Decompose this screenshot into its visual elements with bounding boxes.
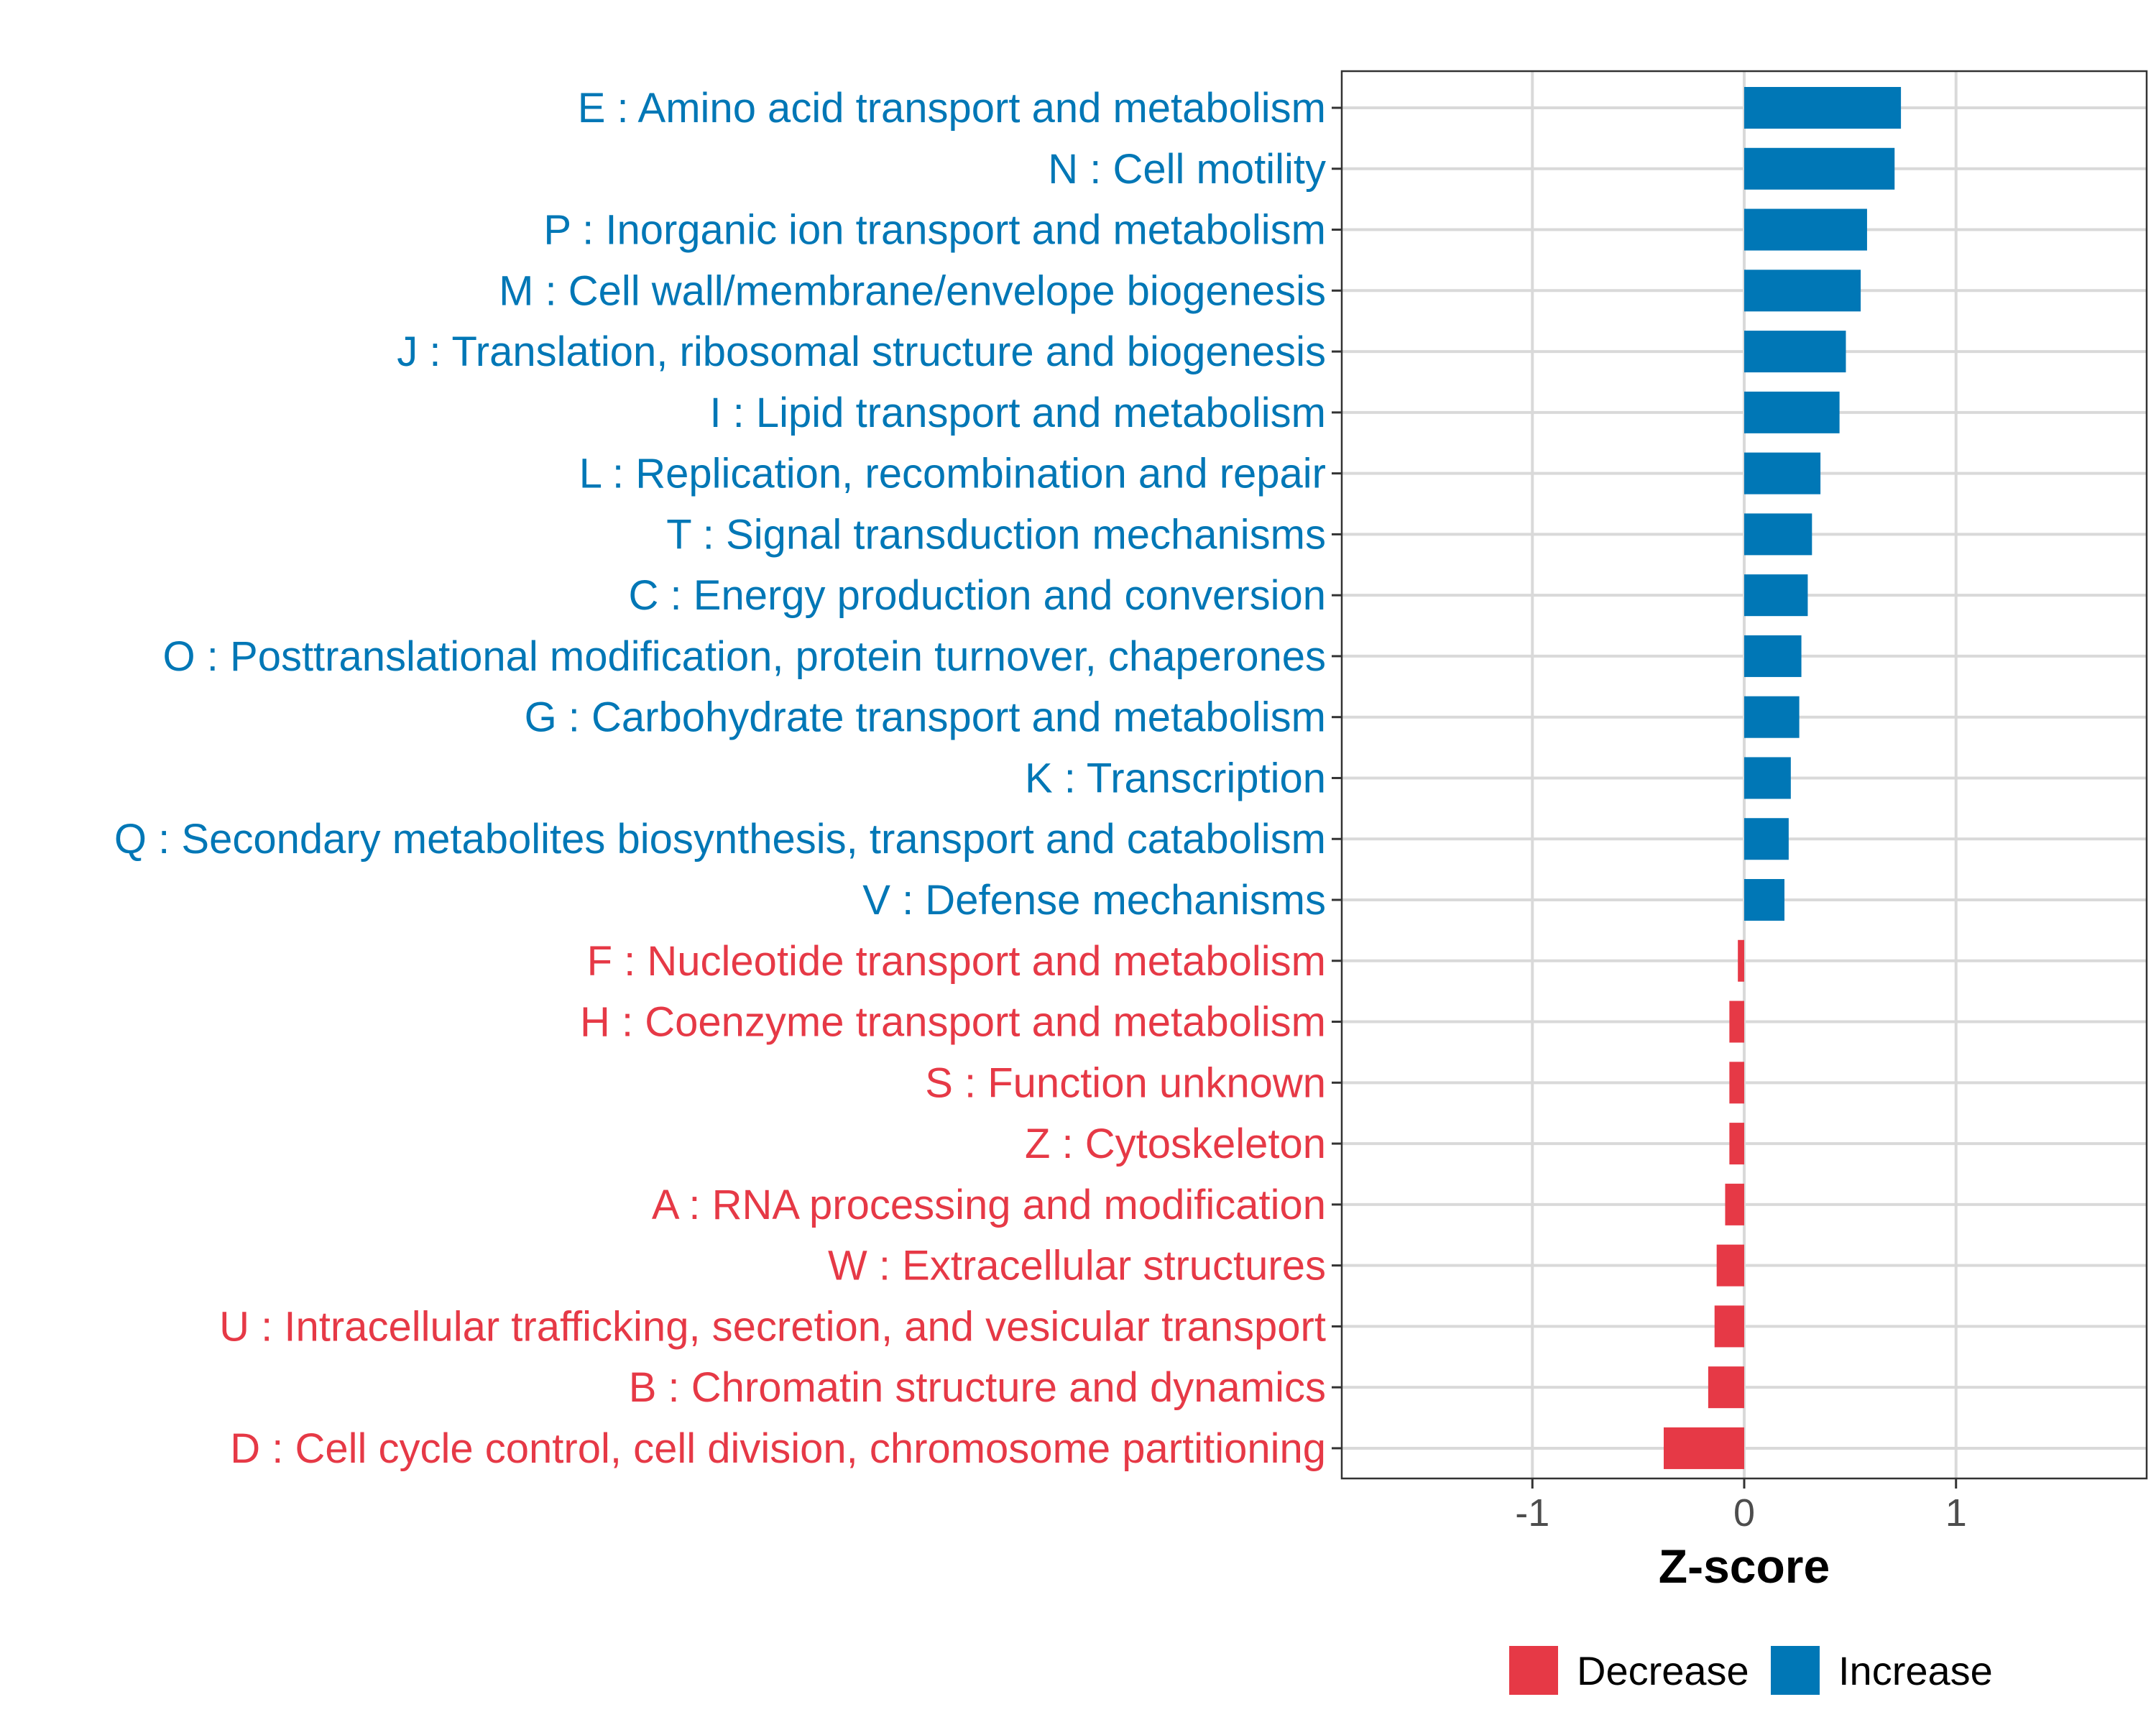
bar-o xyxy=(1744,635,1802,677)
bar-t xyxy=(1744,513,1812,556)
x-axis: -1 0 1 xyxy=(1515,1478,1967,1535)
category-label-w: W : Extracellular structures xyxy=(828,1243,1326,1289)
category-label-f: F : Nucleotide transport and metabolism xyxy=(587,938,1326,985)
bar-i xyxy=(1744,391,1840,433)
bar-a xyxy=(1725,1183,1744,1225)
category-label-i: I : Lipid transport and metabolism xyxy=(709,390,1326,436)
bar-l xyxy=(1744,452,1821,494)
legend-swatch-increase xyxy=(1771,1646,1820,1695)
category-label-g: G : Carbohydrate transport and metabolis… xyxy=(525,694,1326,741)
legend-label-increase: Increase xyxy=(1838,1648,1993,1693)
bar-b xyxy=(1708,1366,1744,1409)
bar-e xyxy=(1744,87,1902,129)
category-label-k: K : Transcription xyxy=(1025,755,1326,801)
category-label-q: Q : Secondary metabolites biosynthesis, … xyxy=(114,816,1326,862)
category-label-z: Z : Cytoskeleton xyxy=(1025,1121,1326,1167)
legend-label-decrease: Decrease xyxy=(1577,1648,1749,1693)
category-label-d: D : Cell cycle control, cell division, c… xyxy=(230,1425,1326,1472)
category-label-m: M : Cell wall/membrane/envelope biogenes… xyxy=(499,267,1326,314)
bar-p xyxy=(1744,208,1867,251)
x-tick-label: -1 xyxy=(1515,1491,1549,1535)
x-tick-label: 0 xyxy=(1733,1491,1755,1535)
bar-s xyxy=(1729,1062,1744,1104)
bar-c xyxy=(1744,574,1808,617)
bar-k xyxy=(1744,757,1791,799)
bar-j xyxy=(1744,331,1846,373)
y-axis: E : Amino acid transport and metabolism N… xyxy=(114,85,1342,1472)
category-label-s: S : Function unknown xyxy=(925,1059,1326,1106)
bar-f xyxy=(1738,939,1744,982)
category-label-o: O : Posttranslational modification, prot… xyxy=(163,633,1326,680)
category-label-h: H : Coenzyme transport and metabolism xyxy=(580,999,1326,1046)
category-label-u: U : Intracellular trafficking, secretion… xyxy=(219,1303,1326,1350)
category-label-t: T : Signal transduction mechanisms xyxy=(666,511,1326,558)
bar-d xyxy=(1664,1427,1744,1469)
bar-w xyxy=(1716,1244,1744,1287)
category-label-b: B : Chromatin structure and dynamics xyxy=(629,1364,1326,1411)
bar-z xyxy=(1729,1123,1744,1165)
bar-n xyxy=(1744,147,1895,190)
bar-m xyxy=(1744,270,1861,312)
x-tick-label: 1 xyxy=(1945,1491,1967,1535)
category-label-p: P : Inorganic ion transport and metaboli… xyxy=(543,207,1326,254)
category-label-n: N : Cell motility xyxy=(1048,146,1326,193)
category-label-j: J : Translation, ribosomal structure and… xyxy=(397,328,1326,375)
category-label-c: C : Energy production and conversion xyxy=(629,572,1326,619)
bar-h xyxy=(1729,1000,1744,1043)
legend: Decrease Increase xyxy=(1509,1646,1993,1695)
bars xyxy=(1664,87,1902,1469)
category-label-l: L : Replication, recombination and repai… xyxy=(579,451,1326,497)
bar-u xyxy=(1714,1305,1744,1348)
category-label-a: A : RNA processing and modification xyxy=(652,1182,1326,1228)
category-label-e: E : Amino acid transport and metabolism xyxy=(578,85,1326,132)
bar-g xyxy=(1744,696,1800,738)
bar-q xyxy=(1744,818,1789,860)
legend-swatch-decrease xyxy=(1509,1646,1558,1695)
category-label-v: V : Defense mechanisms xyxy=(862,877,1326,924)
bar-v xyxy=(1744,879,1784,921)
x-axis-title: Z-score xyxy=(1659,1540,1830,1593)
